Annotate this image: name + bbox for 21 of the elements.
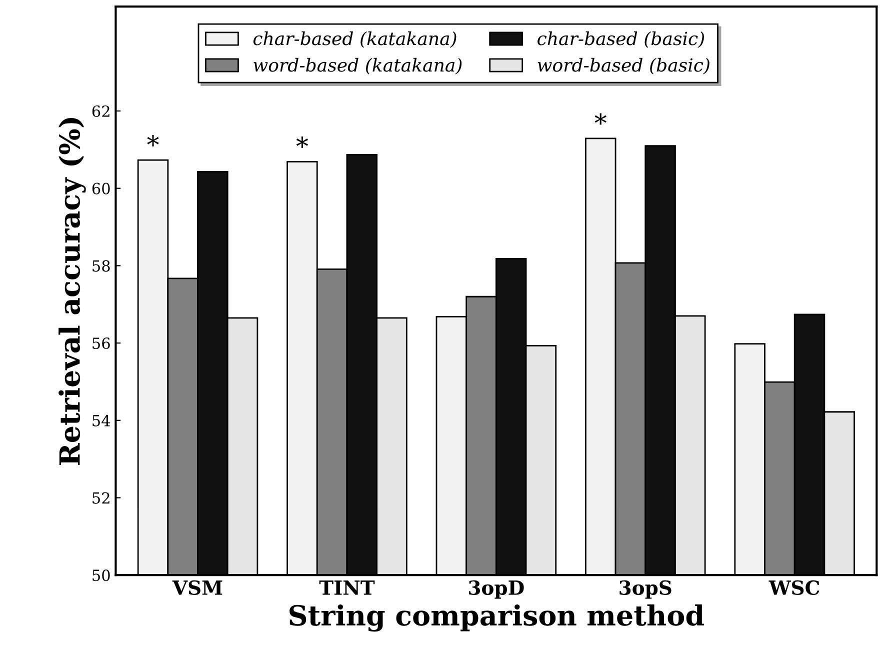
y-tick-label: 52 bbox=[92, 492, 110, 504]
y-tick-label: 56 bbox=[92, 338, 110, 350]
y-tick-label: 50 bbox=[92, 570, 110, 582]
x-axis-title: String comparison method bbox=[290, 604, 704, 632]
annotation: * bbox=[147, 134, 159, 146]
annotation: * bbox=[594, 113, 606, 125]
annotation: * bbox=[296, 136, 308, 148]
x-tick-label: VSM bbox=[172, 580, 222, 595]
x-tick-label: 3opS bbox=[620, 580, 672, 599]
y-tick-label: 54 bbox=[92, 414, 110, 426]
x-tick-label: TINT bbox=[319, 580, 375, 595]
legend-label: char-based (katakana) bbox=[253, 31, 456, 48]
legend-label: word-based (katakana) bbox=[254, 58, 462, 74]
y-tick-label: 62 bbox=[92, 105, 110, 117]
x-tick-label: 3opD bbox=[469, 580, 524, 599]
y-tick-label: 58 bbox=[92, 260, 110, 272]
legend-label: word-based (basic) bbox=[538, 58, 710, 74]
legend-label: char-based (basic) bbox=[538, 31, 704, 48]
y-tick-label: 60 bbox=[92, 182, 110, 194]
y-axis-title: Retrieval accuracy (%) bbox=[58, 118, 86, 465]
x-tick-label: WSC bbox=[768, 580, 820, 595]
